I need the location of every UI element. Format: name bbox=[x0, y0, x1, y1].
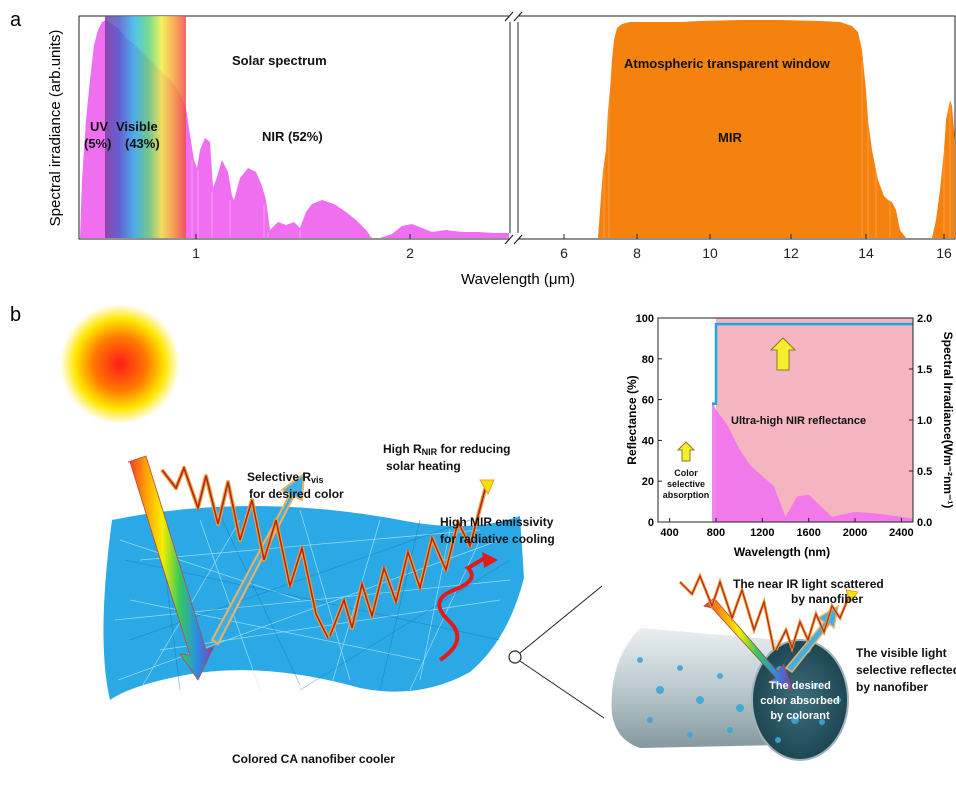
selective-rvis-label: Selective Rvis bbox=[247, 470, 324, 485]
x-tick-1: 1 bbox=[192, 245, 200, 261]
scatter-label-line2: by nanofiber bbox=[791, 592, 863, 606]
inset-y-right-tick-label: 0.5 bbox=[917, 466, 932, 478]
uv-percent: (5%) bbox=[84, 136, 111, 151]
inset-annotation-color-3: absorption bbox=[663, 490, 710, 500]
inset-ylabel-right: Spectral Irradiance(Wm⁻²nm⁻¹) bbox=[941, 332, 955, 509]
inset-annotation-color-1: Color bbox=[674, 468, 698, 478]
nanofiber-cylinder bbox=[611, 628, 849, 761]
inset-y-right-tick-label: 0.0 bbox=[917, 517, 932, 529]
inset-y-right-tick-label: 1.5 bbox=[917, 364, 932, 376]
solar-spectrum-label: Solar spectrum bbox=[232, 53, 327, 68]
mir-emission-arrowhead bbox=[482, 552, 498, 568]
x-tick-16: 16 bbox=[936, 245, 952, 261]
high-rnir-label: High RNIR for reducing bbox=[383, 442, 511, 457]
inset-y-left-tick-label: 20 bbox=[642, 476, 654, 488]
visible-percent: (43%) bbox=[125, 136, 160, 151]
inset-y-left-tick-label: 80 bbox=[642, 354, 654, 366]
inset-x-tick-label: 1600 bbox=[796, 527, 820, 539]
x-tick-6: 6 bbox=[560, 245, 568, 261]
absorbed-label-line3: by colorant bbox=[770, 710, 830, 722]
inset-x-tick-label: 1200 bbox=[750, 527, 774, 539]
inset-annotation-color-2: selective bbox=[667, 479, 705, 489]
inset-x-tick-label: 400 bbox=[660, 527, 678, 539]
cylinder-reflected-arrow bbox=[784, 604, 840, 674]
zoom-line-bottom bbox=[519, 660, 605, 719]
reflectance-line bbox=[712, 322, 913, 405]
axis-break-bottom bbox=[504, 233, 523, 245]
inset-y-left-tick-label: 60 bbox=[642, 395, 654, 407]
zoom-circle bbox=[508, 650, 522, 664]
cylinder-scattered-nir-core bbox=[775, 593, 851, 651]
cylinder-incoming-arrow bbox=[703, 597, 793, 691]
scattered-nir-wave-core bbox=[329, 485, 487, 637]
mir-window-texture bbox=[603, 60, 951, 238]
visible-refl-label-line1: The visible light bbox=[856, 646, 947, 660]
axis-break-top bbox=[504, 10, 523, 22]
mir-window-area bbox=[598, 20, 906, 238]
desired-color-label: for desired color bbox=[249, 487, 344, 501]
inset-up-arrow-small bbox=[676, 441, 696, 462]
solar-heating-label: solar heating bbox=[386, 459, 461, 473]
cylinder-incoming-nir-core bbox=[679, 574, 775, 651]
cooler-caption: Colored CA nanofiber cooler bbox=[232, 752, 395, 766]
panel-a-letter: a bbox=[10, 9, 22, 31]
panel-a-tick-marks bbox=[195, 234, 945, 239]
sun-icon bbox=[60, 304, 180, 424]
mir-window-area-right bbox=[932, 100, 955, 238]
absorbed-label-line2: color absorbed bbox=[760, 695, 839, 707]
visible-refl-label-line2: selective reflected bbox=[856, 663, 956, 677]
inset-y-left-tick-label: 0 bbox=[648, 517, 654, 529]
x-tick-12: 12 bbox=[783, 245, 799, 261]
visible-band bbox=[105, 16, 186, 238]
uv-label: UV bbox=[90, 119, 108, 134]
x-tick-14: 14 bbox=[858, 245, 874, 261]
irradiance-area bbox=[712, 401, 913, 522]
inset-ylabel-left: Reflectance (%) bbox=[625, 375, 639, 464]
x-tick-2: 2 bbox=[406, 245, 414, 261]
incoming-nir-wave-core bbox=[161, 465, 329, 639]
zoom-line-top bbox=[519, 585, 603, 654]
x-tick-8: 8 bbox=[633, 245, 641, 261]
incoming-sunlight-arrow bbox=[127, 455, 215, 681]
mir-emissivity-label: High MIR emissivity bbox=[440, 515, 554, 529]
inset-up-arrow-large bbox=[769, 337, 797, 371]
inset-y-right-tick-label: 2.0 bbox=[917, 313, 932, 325]
panel-a-right-axes bbox=[517, 15, 956, 240]
mir-label: MIR bbox=[718, 130, 742, 145]
inset-xlabel: Wavelength (nm) bbox=[734, 545, 830, 559]
panel-a-xlabel: Wavelength (μm) bbox=[461, 271, 575, 288]
inset-y-left-tick-label: 100 bbox=[636, 313, 654, 325]
cylinder-scattered-arrowhead bbox=[845, 589, 859, 604]
solar-spectrum-texture bbox=[191, 160, 371, 238]
inset-x-tick-label: 800 bbox=[707, 527, 725, 539]
panel-a-ylabel: Spectral irradiance (arb.units) bbox=[47, 30, 64, 227]
panel-a-left-axes bbox=[78, 15, 511, 240]
inset-y-right-tick-label: 1.0 bbox=[917, 415, 932, 427]
x-tick-10: 10 bbox=[702, 245, 718, 261]
reflected-visible-arrow bbox=[210, 471, 306, 646]
visible-refl-label-line3: by nanofiber bbox=[856, 680, 928, 694]
scattered-nir-arrowhead bbox=[479, 479, 495, 496]
inset-x-tick-label: 2400 bbox=[889, 527, 913, 539]
radiative-cooling-label: for radiative cooling bbox=[440, 532, 555, 546]
solar-spectrum-area bbox=[80, 20, 509, 238]
scatter-label-line1: The near IR light scattered bbox=[733, 577, 884, 591]
absorbed-label-line1: The desired bbox=[769, 680, 831, 692]
inset-chart: 400 800 1200 1600 2000 2400 0 20 40 60 80 100 0.0 0… bbox=[636, 313, 933, 539]
inset-y-left-tick-label: 40 bbox=[642, 435, 654, 447]
panel-b-letter: b bbox=[10, 304, 21, 326]
nir-label: NIR (52%) bbox=[262, 129, 323, 144]
inset-annotation-nir: Ultra-high NIR reflectance bbox=[731, 415, 866, 427]
mir-emission-wave bbox=[437, 554, 490, 662]
inset-x-tick-label: 2000 bbox=[843, 527, 867, 539]
visible-label: Visible bbox=[116, 119, 158, 134]
atmospheric-window-label: Atmospheric transparent window bbox=[624, 56, 831, 71]
